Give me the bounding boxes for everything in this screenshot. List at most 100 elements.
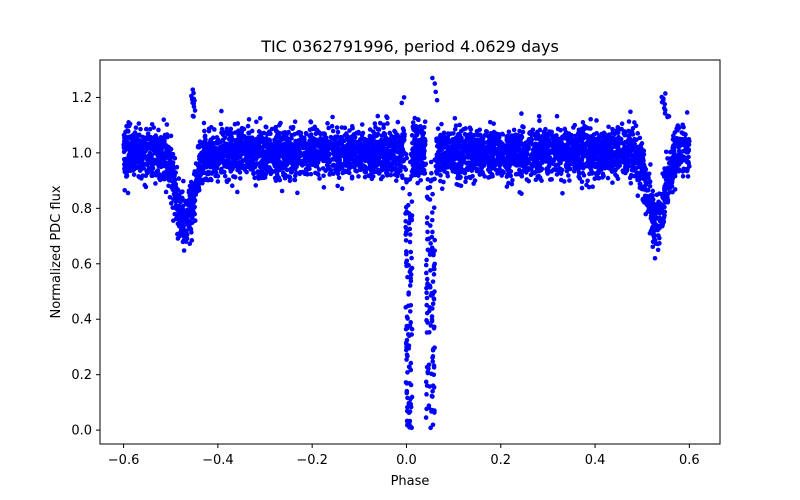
data-point xyxy=(626,134,632,140)
data-point xyxy=(140,173,145,178)
data-point xyxy=(465,167,471,173)
data-point xyxy=(157,177,163,183)
data-point xyxy=(509,154,514,160)
data-point xyxy=(629,167,635,173)
data-point xyxy=(447,159,453,164)
data-point xyxy=(559,144,565,150)
data-point xyxy=(438,144,444,149)
data-point xyxy=(600,175,605,180)
data-point xyxy=(671,133,676,139)
data-point xyxy=(610,164,615,170)
data-point xyxy=(362,174,368,180)
data-point xyxy=(530,142,536,147)
data-point xyxy=(673,164,678,170)
data-point xyxy=(491,164,497,170)
data-point xyxy=(504,174,510,179)
data-point xyxy=(572,162,577,168)
data-point xyxy=(339,186,345,192)
data-point xyxy=(367,133,373,139)
data-point xyxy=(308,171,314,177)
data-point xyxy=(565,137,570,142)
data-point xyxy=(359,122,365,127)
data-point xyxy=(299,139,304,145)
data-point xyxy=(295,190,300,196)
data-point xyxy=(374,132,380,138)
data-point xyxy=(561,153,567,158)
data-point xyxy=(435,160,441,166)
data-point xyxy=(580,170,586,176)
data-point xyxy=(384,148,389,153)
data-point xyxy=(239,145,244,151)
data-point xyxy=(173,199,178,204)
data-point xyxy=(321,131,327,136)
data-point xyxy=(136,137,142,143)
data-point xyxy=(338,137,343,143)
data-point xyxy=(164,122,170,127)
data-point xyxy=(218,121,224,127)
data-point xyxy=(383,135,389,141)
data-point xyxy=(489,172,495,177)
data-point xyxy=(461,167,467,173)
data-point xyxy=(324,142,330,148)
data-point xyxy=(187,241,193,247)
data-point xyxy=(357,139,363,144)
data-point xyxy=(293,170,299,176)
data-point xyxy=(286,140,291,146)
data-point xyxy=(451,147,457,152)
data-point xyxy=(573,143,578,149)
data-point xyxy=(166,183,171,189)
data-point xyxy=(558,177,564,183)
data-point xyxy=(159,147,164,153)
data-point xyxy=(454,181,460,187)
data-point xyxy=(303,171,308,176)
data-point xyxy=(603,154,609,159)
data-point xyxy=(281,142,287,147)
data-point xyxy=(551,157,556,163)
data-point xyxy=(249,152,254,158)
data-point xyxy=(499,146,505,152)
data-point xyxy=(628,109,633,115)
data-point xyxy=(174,164,180,170)
data-point xyxy=(549,169,554,174)
data-point xyxy=(477,127,483,133)
data-point xyxy=(385,121,390,126)
data-point xyxy=(393,178,399,183)
data-point xyxy=(572,158,578,163)
data-point xyxy=(183,228,189,233)
data-point xyxy=(202,146,207,152)
data-point xyxy=(183,210,189,216)
data-point xyxy=(506,129,512,135)
data-point xyxy=(386,161,392,166)
data-point xyxy=(446,153,451,159)
data-point xyxy=(388,172,394,178)
data-point xyxy=(566,173,571,178)
data-point xyxy=(554,172,560,177)
data-point xyxy=(622,164,628,170)
data-point xyxy=(644,187,649,192)
data-point xyxy=(212,164,218,169)
data-point xyxy=(375,127,381,132)
data-point xyxy=(684,168,690,174)
data-point xyxy=(487,119,493,125)
data-point xyxy=(591,144,597,149)
data-point xyxy=(123,165,128,171)
data-point xyxy=(559,167,565,173)
data-point xyxy=(650,244,656,250)
data-point xyxy=(529,132,534,138)
data-point xyxy=(126,123,132,129)
data-point xyxy=(635,193,641,198)
data-point xyxy=(206,126,212,132)
data-point xyxy=(651,226,656,231)
data-point xyxy=(184,222,190,227)
data-point xyxy=(492,141,497,146)
data-point xyxy=(289,132,294,138)
data-point xyxy=(493,130,498,136)
data-point xyxy=(397,155,403,160)
data-point xyxy=(356,174,361,179)
data-point xyxy=(232,156,238,161)
data-point xyxy=(658,204,664,210)
data-point xyxy=(530,170,535,176)
data-point xyxy=(506,168,512,174)
data-point xyxy=(122,188,127,193)
